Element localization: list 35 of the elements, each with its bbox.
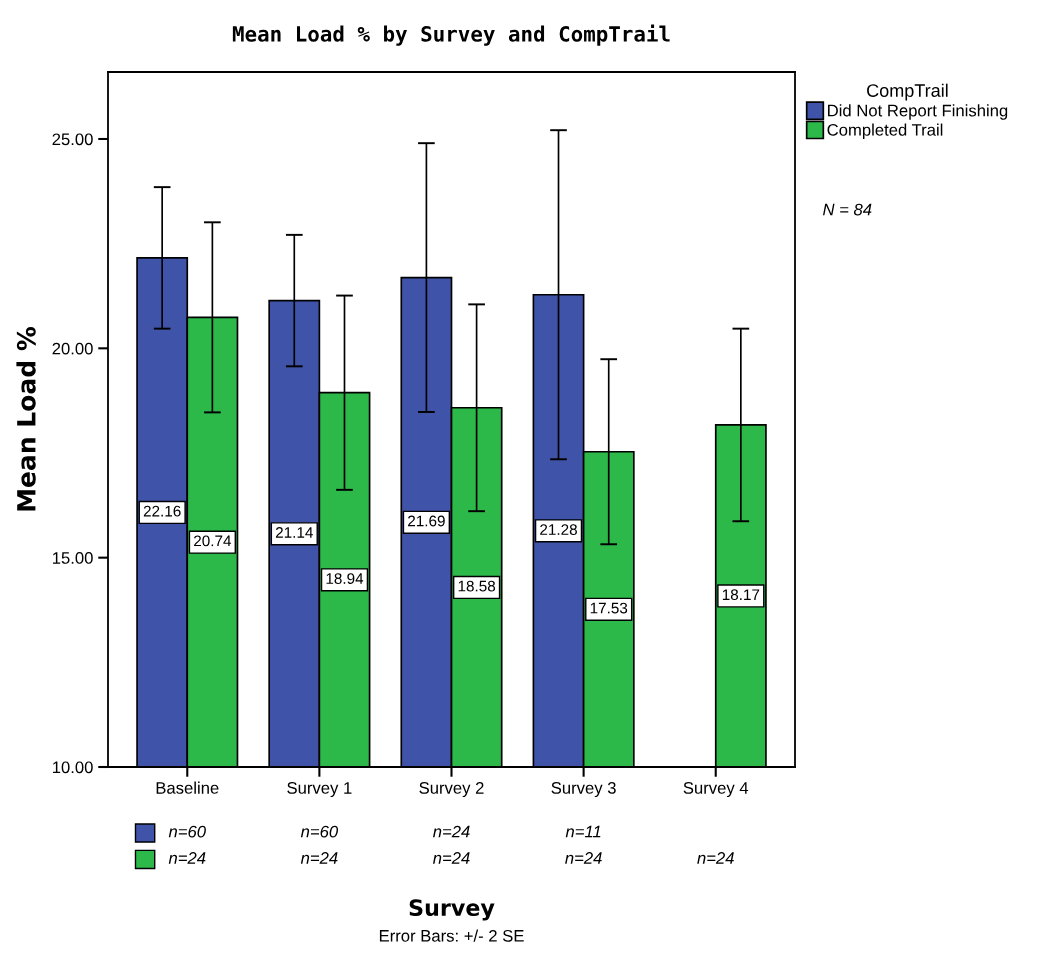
text: Error Bars: +/- 2 SE bbox=[379, 929, 524, 942]
text: n=60 bbox=[300, 825, 339, 838]
legend-label: Completed Trail bbox=[827, 123, 943, 140]
text: n=11 bbox=[565, 825, 601, 838]
x-tick-label: Survey 2 bbox=[419, 782, 484, 798]
y-tick-label: 15.00 bbox=[52, 552, 93, 564]
x-tick-label: Survey 1 bbox=[287, 782, 352, 798]
y-tick-label: 10.00 bbox=[52, 761, 93, 774]
x-tick-label: Survey 3 bbox=[551, 782, 616, 798]
text: n=24 bbox=[697, 852, 734, 864]
data-label: 20.74 bbox=[194, 535, 232, 547]
data-label: 18.94 bbox=[326, 573, 364, 584]
text: n=24 bbox=[433, 825, 470, 838]
chart-title: Mean Load % by Survey and CompTrail bbox=[232, 24, 670, 46]
text: n=24 bbox=[565, 852, 602, 864]
legend-title: CompTrail bbox=[867, 83, 948, 101]
data-label: 21.69 bbox=[408, 515, 445, 527]
y-axis-title: Mean Load % bbox=[16, 326, 36, 511]
data-label: 18.58 bbox=[458, 580, 496, 592]
x-tick-label: Baseline bbox=[156, 781, 219, 794]
data-label: 22.16 bbox=[143, 505, 181, 517]
text: N = 84 bbox=[822, 203, 872, 216]
data-label: 21.28 bbox=[540, 524, 577, 535]
data-label: 21.14 bbox=[275, 527, 313, 538]
data-label: 18.17 bbox=[722, 589, 760, 601]
text: n=24 bbox=[433, 852, 470, 864]
x-axis-title: Survey bbox=[409, 899, 495, 921]
data-label: 17.53 bbox=[590, 602, 628, 614]
text: n=24 bbox=[168, 852, 206, 864]
legend-label: Did Not Report Finishing bbox=[828, 104, 1008, 120]
x-tick-label: Survey 4 bbox=[683, 782, 749, 798]
y-tick-label: 20.00 bbox=[52, 342, 93, 355]
text: n=24 bbox=[300, 852, 338, 864]
text: n=60 bbox=[168, 825, 206, 838]
y-tick-label: 25.00 bbox=[52, 133, 93, 146]
